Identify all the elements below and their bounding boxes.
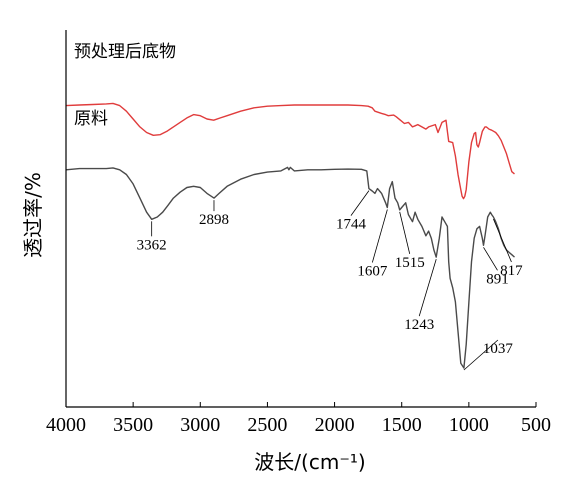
peak-label-1243: 1243 [404, 317, 434, 333]
peak-label-2898: 2898 [199, 212, 229, 228]
x-tick-label: 500 [521, 414, 551, 436]
annotation-leader [418, 258, 437, 317]
series-label-raw: 原料 [74, 109, 108, 129]
axis-layer: 4000 3500 3000 2500 2000 1500 1000 500 [46, 30, 551, 436]
peak-label-1515: 1515 [395, 255, 425, 271]
x-tick-label: 1000 [449, 414, 489, 436]
annotation-leader [463, 339, 499, 371]
x-tick-label: 2500 [247, 414, 287, 436]
peak-label-1744: 1744 [336, 217, 367, 233]
annotation-leader [371, 209, 388, 263]
x-tick-label: 1500 [382, 414, 422, 436]
x-tick-label: 3500 [113, 414, 153, 436]
annotation-leader [399, 211, 411, 254]
x-tick-label: 2000 [315, 414, 355, 436]
x-tick-label: 4000 [46, 414, 86, 436]
series-line-1 [65, 166, 515, 369]
y-axis-label: 透过率/% [21, 172, 45, 258]
peak-label-891: 891 [486, 271, 509, 287]
peak-label-1607: 1607 [357, 264, 388, 280]
series-line-0 [65, 102, 515, 200]
annotation-leader [483, 247, 498, 271]
annotation-leader [493, 218, 512, 263]
annotation-leader [350, 190, 370, 216]
x-axis-label: 波长/(cm⁻¹) [254, 450, 365, 474]
x-tick-label: 3000 [180, 414, 220, 436]
series-layer [65, 102, 515, 369]
series-label-pretreated: 预处理后底物 [74, 42, 176, 62]
peak-label-817: 817 [500, 263, 523, 279]
peak-label-1037: 1037 [483, 341, 514, 357]
peak-label-3362: 3362 [137, 237, 167, 253]
